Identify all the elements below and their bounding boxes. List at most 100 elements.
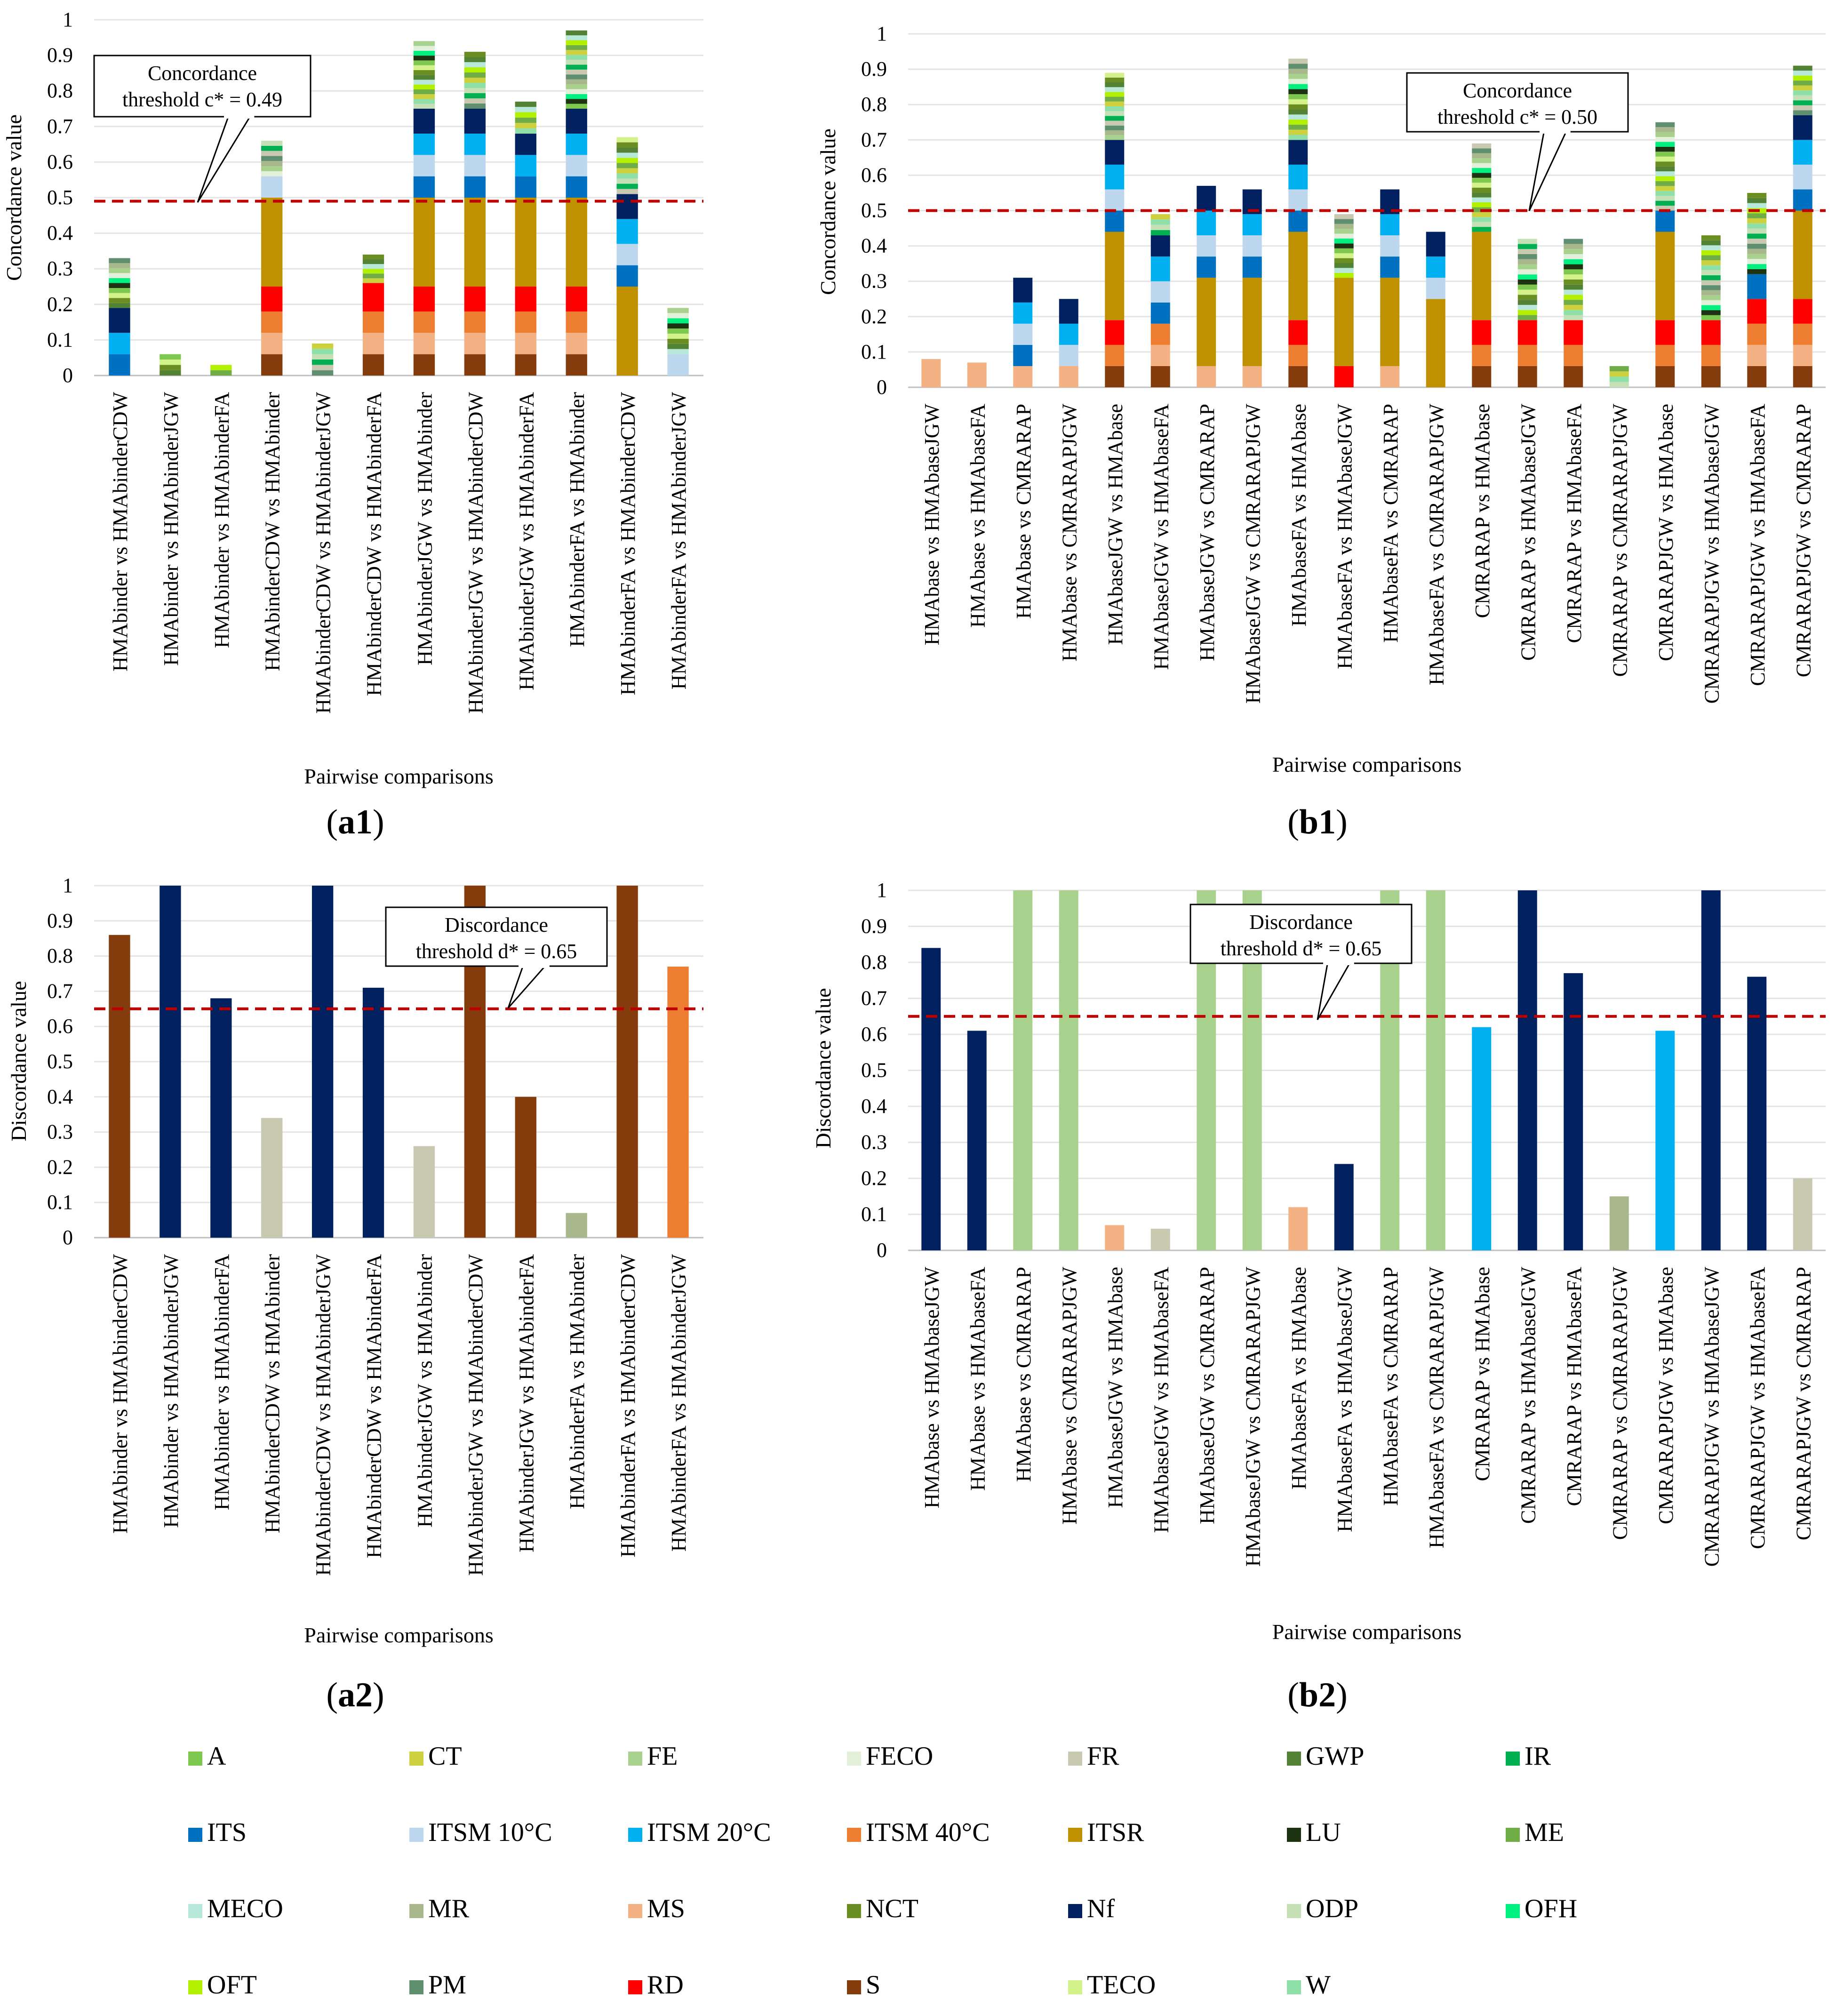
legend-swatch bbox=[188, 1904, 202, 1918]
b1-bar-segment bbox=[1747, 203, 1767, 208]
b1-bar-segment bbox=[1701, 260, 1721, 265]
b2-y-tick-label: 0.4 bbox=[861, 1095, 887, 1118]
panel-label-a2: (a2) bbox=[326, 1676, 384, 1714]
b1-bar-segment bbox=[1105, 120, 1125, 126]
b1-bar-segment-its bbox=[1655, 210, 1675, 232]
a1-bar-segment bbox=[413, 65, 435, 70]
b1-x-axis-label: Pairwise comparisons bbox=[1272, 752, 1461, 776]
b2-bar bbox=[1517, 890, 1537, 1250]
a1-bar-segment bbox=[109, 293, 130, 298]
b1-bar-segment bbox=[1564, 264, 1583, 270]
legend-swatch bbox=[409, 1828, 423, 1842]
legend-item: ITSM 40°C bbox=[847, 1817, 990, 1848]
a1-bar-segment-ms bbox=[566, 333, 587, 354]
b2-bar bbox=[1150, 1229, 1170, 1250]
legend-item: OFH bbox=[1506, 1894, 1577, 1924]
a2-x-tick-label: HMAbinderCDW vs HMAbinderJGW bbox=[312, 1254, 335, 1576]
a1-bar-segment bbox=[566, 55, 587, 60]
a1-bar-segment bbox=[464, 83, 486, 88]
b1-bar-segment-itsr bbox=[1426, 299, 1445, 387]
b2-bar bbox=[1105, 1225, 1125, 1250]
a1-bar-segment bbox=[464, 78, 486, 83]
a1-x-tick-label: HMAbinderJGW vs HMAbinderCDW bbox=[464, 392, 487, 714]
legend-item: ODP bbox=[1287, 1894, 1358, 1924]
b2-callout-pointer bbox=[1317, 963, 1350, 1020]
b1-bar-segment bbox=[1793, 75, 1812, 81]
legend-item: RD bbox=[628, 1970, 684, 2000]
a1-bar-segment-nf bbox=[566, 109, 587, 134]
a1-bar-segment bbox=[515, 117, 536, 123]
legend-swatch bbox=[847, 1828, 861, 1842]
b1-bar-segment-itsm40c bbox=[1793, 323, 1812, 345]
b1-bar-segment bbox=[1517, 254, 1537, 259]
b2-x-tick-label: HMAbaseJGW vs CMRARAP bbox=[1196, 1267, 1219, 1524]
b1-bar-segment bbox=[1472, 227, 1492, 232]
legend-label: S bbox=[866, 1970, 881, 2000]
a1-bar-segment-itsm20c bbox=[464, 133, 486, 155]
a1-bar-segment bbox=[362, 273, 384, 279]
a1-bar-segment bbox=[566, 64, 587, 70]
b1-bar-segment bbox=[1701, 280, 1721, 286]
a1-bar-segment bbox=[413, 104, 435, 109]
a1-bar-segment-itsm40c bbox=[566, 311, 587, 333]
a1-bar-segment bbox=[566, 60, 587, 65]
b1-bar-segment bbox=[1701, 310, 1721, 315]
b2-x-tick-label: HMAbaseJGW vs CMRARAPJGW bbox=[1241, 1267, 1264, 1567]
b2-x-tick-label: CMRARAPJGW vs CMRARAP bbox=[1792, 1267, 1815, 1540]
a1-bar-segment-itsm20c bbox=[413, 133, 435, 155]
a1-bar-segment bbox=[464, 104, 486, 109]
legend-label: TECO bbox=[1087, 1970, 1156, 2000]
b1-bar-segment bbox=[1288, 94, 1308, 99]
b1-x-tick-label: HMAbaseJGW vs HMAbaseFA bbox=[1150, 404, 1173, 670]
b1-bar-segment bbox=[1701, 290, 1721, 296]
b1-bar-segment bbox=[1288, 58, 1308, 64]
b1-bar-segment bbox=[1747, 228, 1767, 234]
a1-y-tick-label: 0.3 bbox=[47, 257, 73, 280]
a1-bar-segment bbox=[362, 254, 384, 260]
a1-bar-segment bbox=[515, 123, 536, 128]
b1-bar-segment bbox=[1564, 269, 1583, 275]
legend-swatch bbox=[1287, 1828, 1301, 1842]
a1-bar-segment-itsm10c bbox=[616, 244, 638, 265]
b1-bar-segment bbox=[1472, 148, 1492, 153]
b1-bar-segment bbox=[1655, 176, 1675, 181]
a1-bar-segment bbox=[566, 79, 587, 85]
a1-bar-segment-rd bbox=[413, 287, 435, 312]
b1-bar-segment bbox=[1655, 142, 1675, 147]
b1-bar-segment bbox=[1105, 130, 1125, 136]
b2-x-tick-label: HMAbase vs CMRARAPJGW bbox=[1058, 1267, 1081, 1525]
a1-bar-segment bbox=[413, 84, 435, 89]
b2-bar bbox=[1564, 973, 1583, 1250]
b1-bar-segment bbox=[1747, 269, 1767, 274]
b1-bar-segment bbox=[1472, 168, 1492, 173]
b1-bar-segment bbox=[1472, 212, 1492, 217]
a1-bar-segment bbox=[667, 328, 689, 334]
b1-bar-segment bbox=[1288, 124, 1308, 130]
b1-bar-segment-rd bbox=[1564, 320, 1583, 345]
b1-bar-segment bbox=[1747, 243, 1767, 249]
a2-x-tick-label: HMAbinderFA vs HMAbinderCDW bbox=[616, 1254, 639, 1558]
b1-bar-segment bbox=[1334, 224, 1354, 229]
b1-bar-segment-itsm10c bbox=[1242, 235, 1262, 257]
a1-bar-segment-ms bbox=[515, 333, 536, 354]
b1-bar-segment bbox=[1564, 259, 1583, 264]
a1-y-tick-label: 0.6 bbox=[47, 150, 73, 173]
b2-bar bbox=[1334, 1164, 1354, 1250]
a1-y-axis-label: Concordance value bbox=[2, 114, 26, 281]
b1-bar-segment bbox=[1472, 177, 1492, 183]
a1-bar-segment-itsm40c bbox=[362, 311, 384, 333]
a1-bar-segment-itsm40c bbox=[261, 311, 283, 333]
a1-bar-segment-its bbox=[616, 265, 638, 287]
a1-bar-segment bbox=[261, 145, 283, 151]
a2-bar bbox=[616, 886, 638, 1238]
b1-bar-segment-s bbox=[1655, 366, 1675, 387]
a1-y-tick-label: 0.7 bbox=[47, 115, 73, 138]
a1-callout-pointer bbox=[197, 116, 251, 203]
a2-x-tick-label: HMAbinderCDW vs HMAbinderFA bbox=[363, 1254, 386, 1558]
legend-item: NCT bbox=[847, 1894, 918, 1924]
b2-callout-joint bbox=[1323, 961, 1354, 965]
b1-y-tick-label: 0.3 bbox=[861, 270, 887, 293]
b1-bar-segment bbox=[1609, 366, 1629, 372]
b1-bar-segment bbox=[1701, 265, 1721, 271]
legend-swatch bbox=[628, 1752, 642, 1766]
